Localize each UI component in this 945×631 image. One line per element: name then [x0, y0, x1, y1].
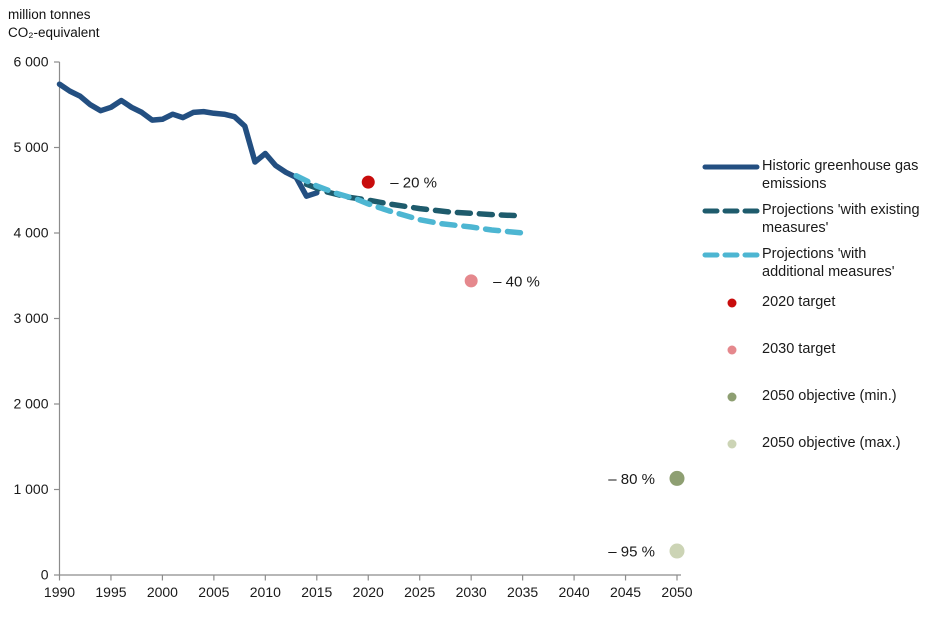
x-tick-label: 2005 [198, 584, 229, 600]
target-2030-dot [464, 274, 478, 288]
legend-item-historic: Historic greenhouse gas emissions [702, 157, 922, 193]
y-tick-label: 1 000 [13, 481, 48, 497]
y-tick-label: 2 000 [13, 396, 48, 412]
legend-label-target-2020: 2020 target [762, 294, 836, 310]
x-tick-label: 2050 [661, 584, 692, 600]
legend-marker-wam-line-icon [702, 248, 762, 267]
legend-item-wem: Projections 'with existing measures' [702, 201, 922, 237]
legend-label-objective-2050-min: 2050 objective (min.) [762, 388, 897, 404]
y-tick-label: 3 000 [13, 310, 48, 326]
objective-2050-max-label: – 95 % [608, 544, 655, 561]
legend-label-wem: Projections 'with existing measures' [762, 202, 920, 236]
x-tick-label: 2045 [610, 584, 641, 600]
target-2020-label: – 20 % [390, 175, 437, 192]
x-tick-label: 1995 [95, 584, 126, 600]
y-tick-label: 0 [41, 567, 49, 583]
legend-marker-objective-2050-max-dot-icon [702, 437, 762, 456]
legend-marker-objective-2050-min-dot-icon [702, 390, 762, 409]
objective-2050-min-dot [669, 470, 685, 486]
unit-label-line1: million tonnes [8, 7, 91, 22]
legend-marker-historic-line-icon [702, 160, 762, 179]
legend-item-objective-2050-min: 2050 objective (min.) [702, 387, 922, 409]
series-historic-line [56, 81, 320, 199]
y-tick-label: 5 000 [13, 139, 48, 155]
objective-2050-min-label: – 80 % [608, 471, 655, 488]
legend-label-target-2030: 2030 target [762, 341, 836, 357]
legend-label-objective-2050-max: 2050 objective (max.) [762, 435, 901, 451]
y-axis-unit-label: million tonnes CO₂-equivalent [8, 6, 100, 42]
objective-2050-max-dot [669, 543, 685, 559]
x-tick-label: 2015 [301, 584, 332, 600]
legend-marker-target-2030-dot-icon [702, 343, 762, 362]
x-tick-label: 2035 [507, 584, 538, 600]
x-tick-label: 2000 [147, 584, 178, 600]
unit-label-line2: CO₂-equivalent [8, 25, 100, 40]
legend-item-target-2030: 2030 target [702, 340, 922, 362]
legend-marker-target-2020-dot-icon [702, 296, 762, 315]
chart-legend: Historic greenhouse gas emissions Project… [702, 157, 922, 481]
legend-label-wam: Projections 'with additional measures' [762, 246, 895, 280]
legend-item-objective-2050-max: 2050 objective (max.) [702, 434, 922, 456]
x-tick-label: 2025 [404, 584, 435, 600]
target-2020-dot [361, 175, 375, 189]
legend-label-historic: Historic greenhouse gas emissions [762, 158, 919, 192]
legend-item-wam: Projections 'with additional measures' [702, 245, 922, 281]
legend-marker-wem-line-icon [702, 204, 762, 223]
target-2030-label: – 40 % [493, 273, 540, 290]
x-tick-label: 1990 [44, 584, 75, 600]
y-tick-label: 6 000 [13, 54, 48, 70]
y-tick-label: 4 000 [13, 225, 48, 241]
legend-item-target-2020: 2020 target [702, 293, 922, 315]
series-wam-line [293, 172, 526, 236]
x-tick-label: 2040 [559, 584, 590, 600]
x-tick-label: 2030 [456, 584, 487, 600]
x-tick-label: 2020 [353, 584, 384, 600]
x-tick-label: 2010 [250, 584, 281, 600]
